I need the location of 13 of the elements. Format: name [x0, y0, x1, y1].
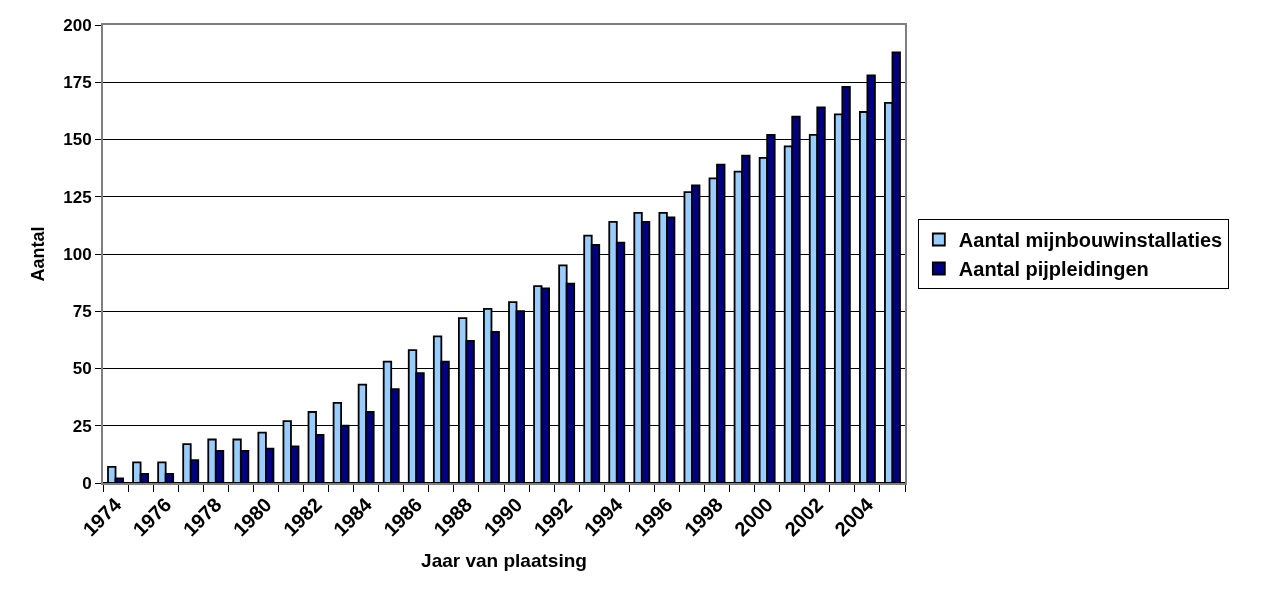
y-tick-label: 125 — [63, 187, 92, 207]
x-axis-title: Jaar van plaatsing — [421, 549, 587, 571]
y-tick-label: 25 — [72, 416, 92, 436]
y-tick-label: 200 — [63, 15, 92, 35]
y-axis-title: Aantal — [27, 226, 48, 282]
legend-label: Aantal mijnbouwinstallaties — [958, 229, 1223, 252]
y-tick-label: 150 — [63, 130, 92, 150]
y-tick-label: 175 — [63, 73, 92, 93]
y-tick-label: 50 — [72, 359, 92, 379]
y-tick-label: 0 — [82, 473, 92, 493]
y-tick-label: 75 — [72, 302, 92, 322]
legend-label: Aantal pijpleidingen — [958, 258, 1149, 281]
y-tick-label: 100 — [63, 244, 92, 264]
